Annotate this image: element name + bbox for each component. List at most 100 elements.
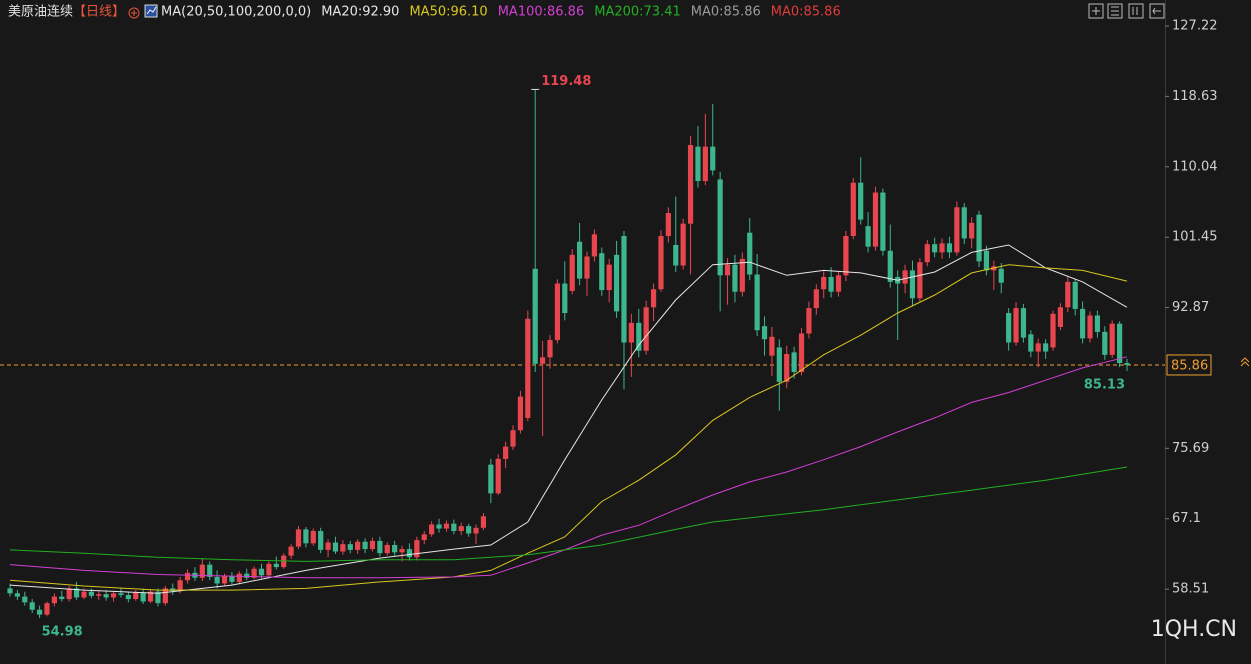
candle-body <box>784 354 790 382</box>
candle-body <box>724 264 731 276</box>
candle-body <box>347 544 353 550</box>
candle-body <box>1020 308 1027 338</box>
candles <box>7 89 1130 619</box>
candle-body <box>961 207 967 239</box>
candle-body <box>66 588 72 600</box>
legend-entry: MA50:96.10 <box>409 5 487 20</box>
candle-body <box>236 573 242 582</box>
candle-body <box>295 529 302 547</box>
candle-body <box>473 527 479 534</box>
candle-body <box>384 544 390 554</box>
legend-entry: MA100:86.86 <box>498 5 585 20</box>
candle-body <box>22 596 28 603</box>
candle-body <box>828 276 834 292</box>
candle-body <box>835 275 842 292</box>
candle-body <box>665 213 671 236</box>
candle-body <box>1057 307 1064 327</box>
candle-body <box>643 307 649 351</box>
candle-body <box>599 253 605 291</box>
add-icon[interactable] <box>128 7 140 19</box>
candle-body <box>954 207 960 253</box>
y-tick-label: 118.63 <box>1172 89 1218 104</box>
candle-body <box>244 573 250 578</box>
y-tick-label: 67.1 <box>1172 511 1201 526</box>
candle-body <box>658 235 664 290</box>
tool-button[interactable] <box>1128 3 1144 19</box>
candle-body <box>1028 334 1034 352</box>
candle-body <box>821 276 827 290</box>
candle-body <box>1065 281 1071 308</box>
candle-body <box>1072 281 1078 309</box>
candle-body <box>59 596 65 600</box>
candle-body <box>392 544 398 553</box>
candle-body <box>872 192 879 247</box>
candle-body <box>606 264 612 291</box>
price-arrow[interactable] <box>1240 357 1250 367</box>
candle-body <box>184 572 191 581</box>
y-tick-label: 110.04 <box>1172 159 1218 174</box>
candle-body <box>377 540 383 554</box>
ma-line <box>9 466 1128 562</box>
candle-body <box>650 289 657 308</box>
y-tick-label: 127.22 <box>1172 18 1218 33</box>
tool-button[interactable] <box>1149 3 1165 19</box>
tool-icon <box>1132 7 1138 15</box>
candle-body <box>147 591 154 602</box>
candle-body <box>702 146 708 182</box>
candle-body <box>798 333 805 373</box>
last-low-label: 85.13 <box>1084 377 1125 392</box>
candle-body <box>858 182 864 220</box>
y-tick-label: 58.51 <box>1172 582 1209 597</box>
candle-body <box>81 591 87 598</box>
candle-body <box>540 357 546 364</box>
legend-entry: MA0:85.86 <box>691 5 761 20</box>
add-icon-cross <box>131 10 138 16</box>
last-price-label: 85.86 <box>1171 358 1208 373</box>
candle-body <box>710 146 716 171</box>
candle-body <box>576 241 583 279</box>
candle-body <box>939 243 945 253</box>
candle-body <box>761 326 768 340</box>
candle-body <box>214 576 220 584</box>
tool-button[interactable] <box>1107 3 1123 19</box>
candle-body <box>776 347 782 382</box>
candle-body <box>162 588 168 604</box>
candle-body <box>1043 343 1049 352</box>
candle-body <box>480 516 487 528</box>
candle-body <box>1050 313 1056 348</box>
candle-body <box>273 563 279 568</box>
indicator-icon-line <box>146 6 157 15</box>
legend-entry: MA20:92.90 <box>321 5 399 20</box>
ma-line <box>9 264 1128 591</box>
tool-icon <box>1111 6 1119 16</box>
candle-body <box>932 244 938 253</box>
candle-body <box>510 430 516 447</box>
y-tick-label: 101.45 <box>1172 230 1218 245</box>
candle-body <box>591 234 597 257</box>
candle-body <box>36 609 43 615</box>
candle-body <box>673 244 679 266</box>
candle-body <box>806 308 812 334</box>
candle-body <box>680 223 686 266</box>
candle-body <box>140 592 146 602</box>
candle-body <box>1080 308 1086 339</box>
candle-body <box>488 464 494 494</box>
candle-body <box>739 258 745 292</box>
legend-entry: MA200:73.41 <box>594 5 681 20</box>
y-tick-label: 75.69 <box>1172 441 1209 456</box>
candle-body <box>266 563 272 576</box>
watermark: 1QH.CN <box>1151 617 1237 642</box>
candle-body <box>125 594 131 600</box>
tool-button[interactable] <box>1088 3 1104 19</box>
candle-body <box>1013 308 1019 343</box>
candle-body <box>88 591 94 596</box>
candle-body <box>976 214 982 262</box>
candle-body <box>133 592 139 600</box>
y-tick-label: 92.87 <box>1172 300 1209 315</box>
candle-body <box>1035 343 1041 352</box>
candle-body <box>791 352 797 373</box>
candle-body <box>613 254 620 312</box>
candle-body <box>466 526 472 534</box>
candle-body <box>29 602 35 610</box>
